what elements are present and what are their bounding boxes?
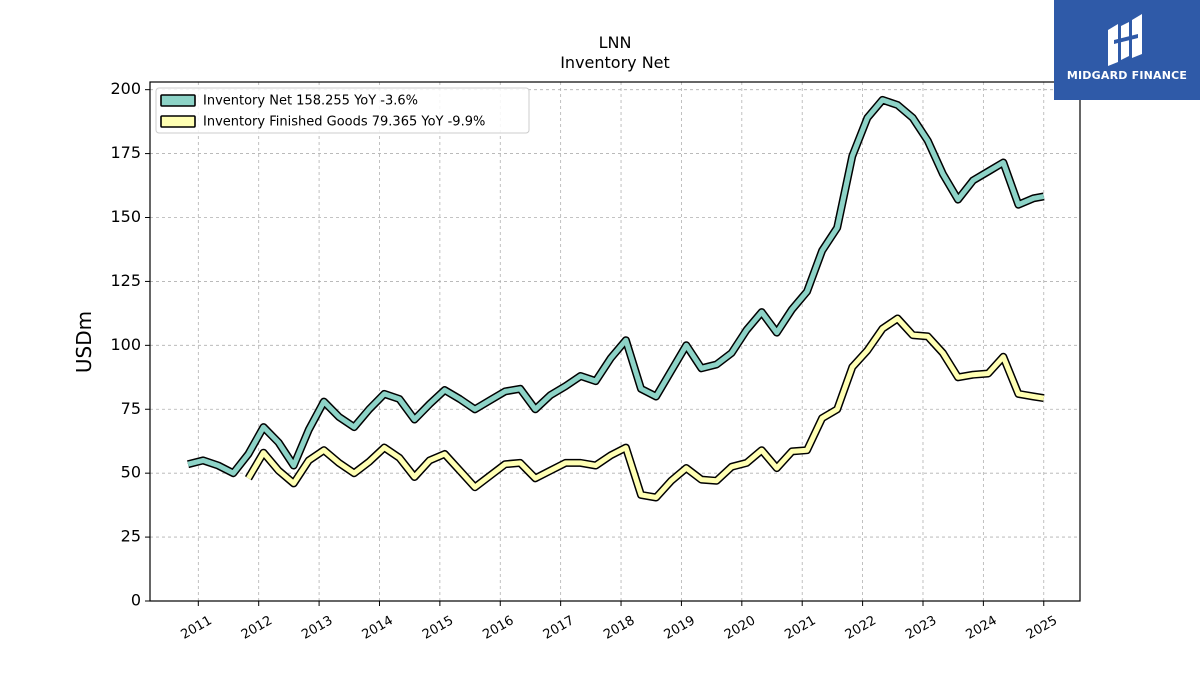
chart-subtitle: Inventory Net [560,53,670,72]
plot-frame [149,81,1081,602]
series-line-inventory-net [187,97,1045,476]
y-axis-label: USDm [72,311,96,373]
x-tick-label: 2020 [722,613,758,643]
x-tick-label: 2024 [964,613,1000,643]
legend-swatch-inventory-net [160,94,196,107]
x-tick-label: 2013 [299,613,335,643]
x-tick-label: 2023 [903,613,939,643]
x-tick-label: 2021 [782,613,818,643]
y-tick-label: 75 [121,399,141,418]
x-tick-label: 2015 [420,613,456,643]
y-tick-label: 150 [110,207,141,226]
x-tick-label: 2014 [360,613,396,643]
y-axis: 0 25 50 75 100 125 150 175 200 [110,79,150,610]
y-tick-label: 175 [110,143,141,162]
y-tick-label: 100 [110,335,141,354]
legend-label-inventory-net: Inventory Net 158.255 YoY -3.6% [203,94,418,109]
legend: Inventory Net 158.255 YoY -3.6% Inventor… [155,87,530,134]
x-axis: 2011 2012 2013 2014 2015 2016 2017 2018 2019 2020… [178,601,1060,643]
x-tick-label: 2011 [178,613,214,643]
legend-swatch-inventory-finished-goods [160,115,196,128]
y-tick-label: 25 [121,527,141,546]
series-line-inventory-finished-goods [246,316,1045,500]
y-tick-label: 0 [131,591,141,610]
y-tick-label: 125 [110,271,141,290]
y-tick-label: 50 [121,463,141,482]
brand-name: MIDGARD FINANCE [1066,69,1188,82]
x-tick-label: 2019 [662,613,698,643]
x-tick-label: 2022 [843,613,879,643]
y-tick-label: 200 [110,79,141,98]
brand-logo: MIDGARD FINANCE [1054,0,1200,100]
logo-mark-icon [1108,14,1142,66]
x-tick-label: 2025 [1024,613,1060,643]
x-tick-label: 2018 [601,613,637,643]
series-lines [187,95,1045,502]
chart-title: LNN [599,33,632,52]
legend-box [155,87,530,134]
x-tick-label: 2017 [541,613,577,643]
x-tick-label: 2016 [480,613,516,643]
legend-label-inventory-finished-goods: Inventory Finished Goods 79.365 YoY -9.9… [203,115,485,130]
x-tick-label: 2012 [239,613,275,643]
